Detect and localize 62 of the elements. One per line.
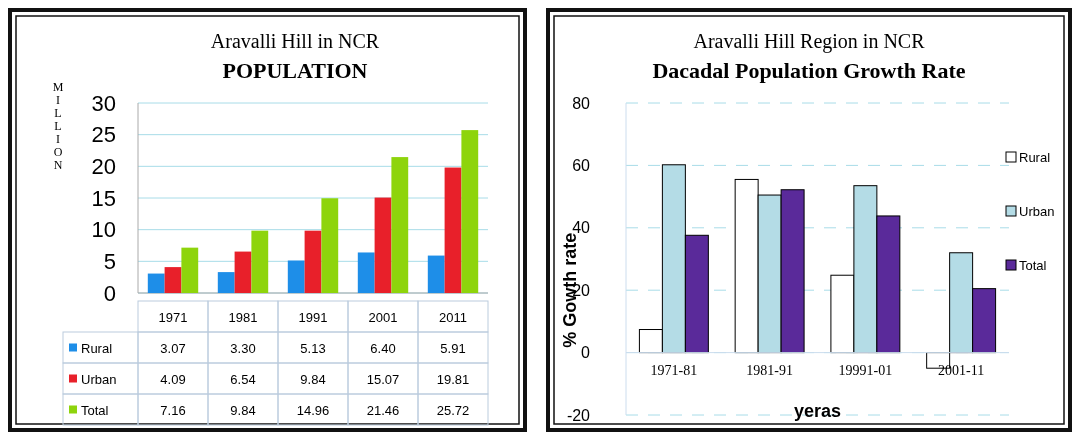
x-tick-label: 2001-11 [938, 362, 985, 378]
y-tick-label: 5 [103, 249, 116, 275]
y-tick-label: -20 [566, 406, 591, 424]
x-tick-label: 19991-01 [838, 362, 893, 378]
y-tick-label: 10 [91, 217, 116, 243]
bar [251, 230, 269, 293]
bar [427, 255, 445, 293]
data-label: 25.72 [436, 402, 470, 418]
bar [181, 247, 199, 293]
legend-label: Urban [81, 371, 117, 387]
bar [164, 267, 182, 293]
bar [217, 272, 235, 293]
data-label: 9.84 [230, 402, 256, 418]
bar [287, 260, 305, 293]
legend-label: Rural [1019, 150, 1051, 165]
bar [444, 167, 462, 293]
legend-label: Urban [1019, 204, 1055, 219]
bar [357, 252, 375, 293]
data-label: 6.40 [370, 340, 396, 356]
bar [147, 273, 165, 293]
data-label: 14.96 [296, 402, 330, 418]
y-tick-label: 80 [572, 94, 591, 112]
data-label: 9.84 [300, 371, 326, 387]
bar [304, 230, 322, 293]
data-label: 5.13 [300, 340, 326, 356]
y-axis-title: MILLION [52, 80, 64, 172]
bar [461, 130, 479, 293]
chart-subtitle: Dacadal Population Growth Rate [652, 58, 966, 83]
x-axis-title: yeras [793, 401, 842, 421]
bar [321, 198, 339, 293]
bar [374, 197, 392, 293]
y-tick-label: 30 [91, 90, 116, 116]
x-tick-label: 1971 [158, 309, 188, 325]
x-tick-label: 1971-81 [650, 362, 698, 378]
y-tick-label: 60 [572, 157, 591, 174]
data-label: 3.07 [160, 340, 186, 356]
data-label: 5.91 [440, 340, 466, 356]
chart-subtitle: POPULATION [222, 58, 368, 83]
bar [391, 157, 409, 293]
data-label: 6.54 [230, 371, 256, 387]
x-tick-label: 1991 [298, 309, 328, 325]
data-label: 4.09 [160, 371, 186, 387]
x-tick-label: 1981 [228, 309, 258, 325]
data-label: 21.46 [366, 402, 400, 418]
legend-label: Total [81, 402, 109, 418]
data-label: 7.16 [160, 402, 186, 418]
y-tick-label: 0 [581, 344, 591, 362]
data-label: 19.81 [436, 371, 470, 387]
chart-title: Aravalli Hill Region in NCR [693, 30, 926, 53]
x-tick-label: 2001 [368, 309, 398, 325]
chart-title: Aravalli Hill in NCR [210, 30, 380, 52]
y-tick-label: 0 [103, 280, 116, 306]
data-label: 3.30 [230, 340, 256, 356]
y-tick-label: 25 [91, 122, 116, 148]
legend-label: Total [1019, 258, 1047, 273]
y-tick-label: 20 [91, 154, 116, 180]
y-tick-label: 15 [91, 185, 116, 211]
bar [234, 251, 252, 293]
x-tick-label: 1981-91 [746, 362, 793, 378]
x-tick-label: 2011 [439, 309, 467, 325]
data-label: 15.07 [366, 371, 400, 387]
legend-label: Rural [81, 340, 113, 356]
